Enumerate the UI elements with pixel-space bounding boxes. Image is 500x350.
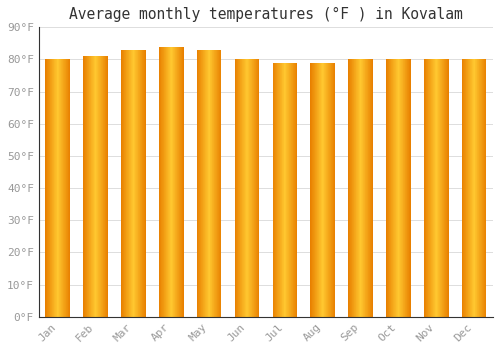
Title: Average monthly temperatures (°F ) in Kovalam: Average monthly temperatures (°F ) in Ko… (69, 7, 463, 22)
